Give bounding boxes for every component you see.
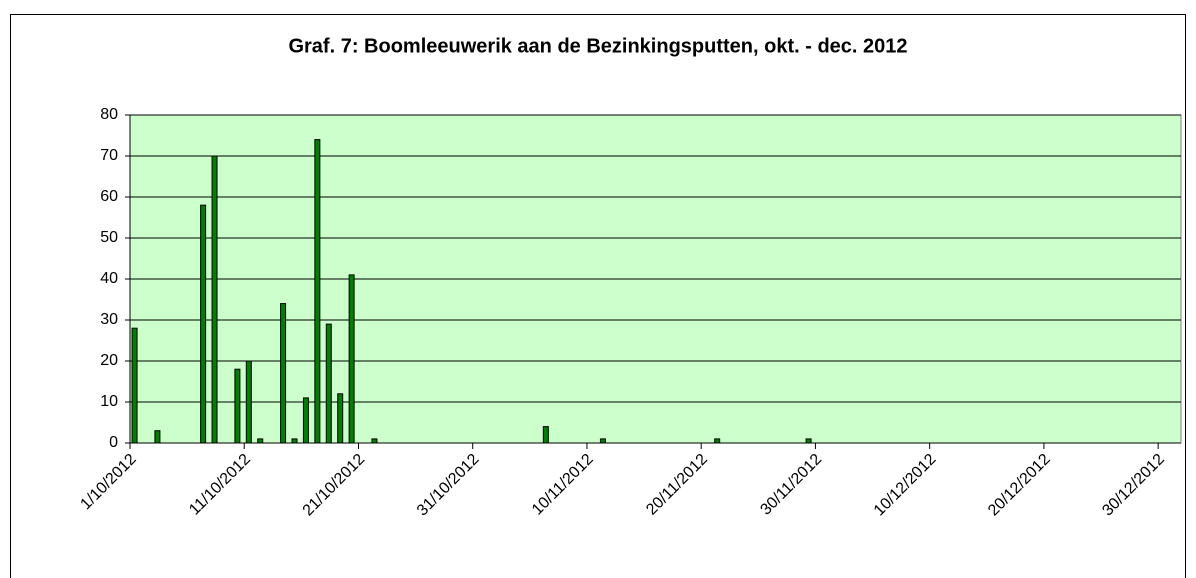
bar bbox=[257, 438, 264, 444]
bar bbox=[314, 139, 321, 444]
bar bbox=[131, 327, 138, 444]
bar bbox=[805, 438, 812, 444]
y-tick-label: 30 bbox=[100, 311, 118, 328]
y-tick-label: 40 bbox=[100, 270, 118, 287]
bar bbox=[302, 397, 309, 444]
y-tick-label: 60 bbox=[100, 188, 118, 205]
bar bbox=[234, 368, 241, 444]
bar bbox=[200, 204, 207, 444]
bar bbox=[211, 155, 218, 444]
bar bbox=[542, 426, 549, 444]
y-tick-label: 50 bbox=[100, 229, 118, 246]
y-tick-label: 10 bbox=[100, 393, 118, 410]
bar bbox=[291, 438, 298, 444]
bar bbox=[245, 360, 252, 444]
y-tick-label: 0 bbox=[109, 434, 118, 451]
bar bbox=[154, 430, 161, 444]
bar bbox=[714, 438, 721, 444]
bar bbox=[599, 438, 606, 444]
y-tick-label: 80 bbox=[100, 106, 118, 123]
y-tick-label: 20 bbox=[100, 352, 118, 369]
bar bbox=[348, 274, 355, 444]
chart-title: Graf. 7: Boomleeuwerik aan de Bezinkings… bbox=[288, 35, 907, 57]
bar bbox=[371, 438, 378, 444]
y-tick-label: 70 bbox=[100, 147, 118, 164]
bar bbox=[325, 323, 332, 444]
bar bbox=[280, 303, 287, 444]
bar bbox=[337, 393, 344, 444]
